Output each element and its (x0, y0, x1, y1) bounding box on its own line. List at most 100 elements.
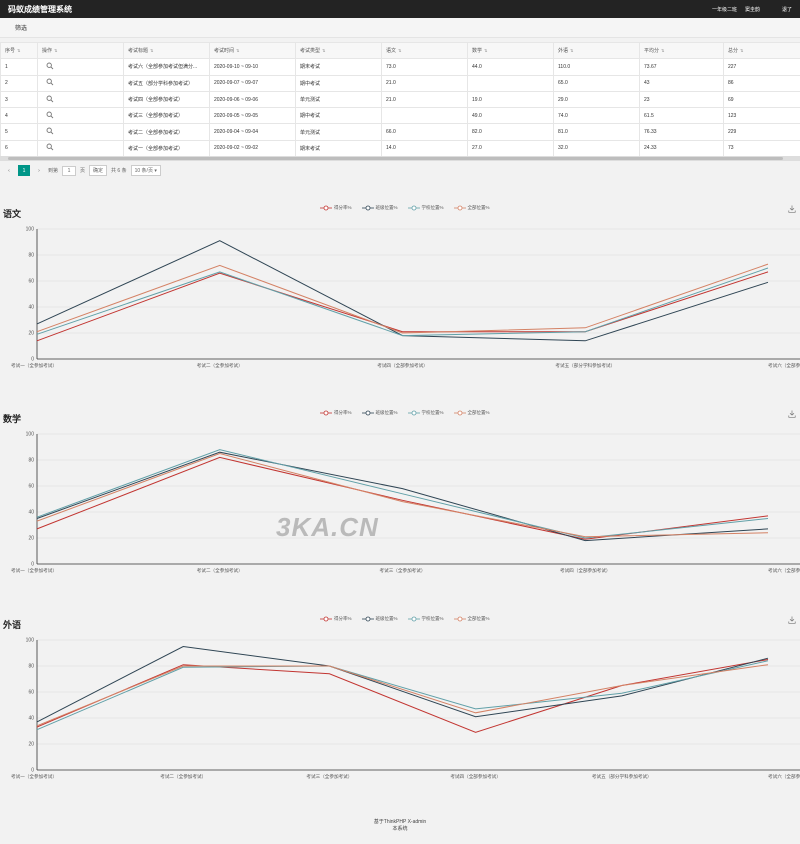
table-row[interactable]: 6 考试一（全部参加考试） 2020-09-02 ~ 09-02 期末考试 14.0 27… (0, 139, 800, 158)
sort-icon[interactable]: ⇅ (740, 48, 744, 54)
page-unit: 页 (80, 168, 86, 174)
view-details-icon[interactable] (46, 78, 54, 86)
column-header[interactable]: 语文 ⇅ (381, 41, 468, 60)
legend-label: 班级位置% (375, 410, 398, 415)
legend-item[interactable]: 班级位置% (361, 410, 398, 416)
legend-item[interactable]: 得分率% (320, 616, 352, 622)
table-cell: 27.0 (467, 139, 554, 158)
view-details-icon[interactable] (46, 127, 54, 135)
series-line[interactable] (36, 659, 769, 733)
chart-title: 语文 (3, 209, 22, 219)
table-row[interactable]: 4 考试三（全部参加考试） 2020-09-05 ~ 09-05 期中考试 49.0 74… (0, 107, 800, 125)
filter-toggle[interactable]: 筛选 (15, 26, 28, 32)
legend-item[interactable]: 班级位置% (361, 205, 398, 211)
column-header[interactable]: 外语 ⇅ (553, 41, 640, 60)
y-tick-label: 40 (28, 305, 34, 311)
column-header[interactable]: 考试时间 ⇅ (209, 41, 296, 60)
table-cell: 32.0 (553, 139, 640, 158)
horizontal-scrollbar[interactable] (0, 156, 800, 161)
chart-legend: 得分率% 班级位置% 学校位置% 全部位置% (320, 205, 490, 211)
table-cell: 4 (0, 107, 38, 125)
user-name[interactable]: 窦圭韵 (744, 6, 760, 13)
column-header[interactable]: 序号 ⇅ (0, 41, 38, 60)
scrollbar-thumb[interactable] (8, 157, 783, 160)
column-header-label: 序号 (5, 48, 16, 55)
series-line[interactable] (36, 456, 769, 540)
chart-title: 外语 (3, 620, 22, 630)
goto-page-input[interactable]: 1 (62, 165, 77, 176)
column-header[interactable]: 考试标题 ⇅ (123, 41, 210, 60)
current-page[interactable]: 1 (18, 165, 30, 176)
sort-icon[interactable]: ⇅ (54, 48, 58, 54)
legend-label: 学校位置% (421, 616, 444, 621)
sort-icon[interactable]: ⇅ (570, 48, 574, 54)
legend-item[interactable]: 班级位置% (361, 616, 398, 622)
legend-marker-icon (407, 410, 420, 416)
column-header[interactable]: 数学 ⇅ (467, 41, 554, 60)
column-header[interactable]: 操作 ⇅ (37, 41, 124, 60)
series-line[interactable] (36, 449, 769, 539)
table-cell (467, 74, 554, 92)
chart-section: 数学 得分率% 班级位置% 学校位置% 全部位置% 0 20 40 60 80 100 考试一（全参加… (0, 410, 800, 592)
sort-icon[interactable]: ⇅ (661, 48, 665, 54)
column-header-label: 操作 (42, 48, 53, 55)
sort-icon[interactable]: ⇅ (322, 48, 326, 54)
table-header-row: 序号 ⇅ 操作 ⇅ 考试标题 ⇅ 考试时间 ⇅ 考试类型 ⇅ 语文 ⇅ 数学 ⇅ 外语 ⇅ 平均分 ⇅ 总分 ⇅ (0, 41, 800, 60)
series-line[interactable] (36, 267, 769, 337)
legend-item[interactable]: 全部位置% (453, 616, 490, 622)
user-class[interactable]: 一年级二班 (711, 6, 737, 13)
legend-marker-icon (320, 410, 332, 416)
page-size-select[interactable]: 10 条/页 ▾ (130, 165, 161, 176)
legend-label: 班级位置% (375, 205, 398, 210)
view-details-icon[interactable] (46, 62, 54, 70)
sort-icon[interactable]: ⇅ (236, 48, 240, 54)
series-line[interactable] (36, 263, 769, 334)
user-menu: 一年级二班 窦圭韵 退了 (712, 6, 792, 13)
table-row[interactable]: 2 考试五（部分学科参加考试） 2020-09-07 ~ 09-07 期中考试 21.0… (0, 74, 800, 92)
y-tick-label: 60 (28, 484, 34, 490)
legend-item[interactable]: 学校位置% (407, 616, 444, 622)
legend-item[interactable]: 全部位置% (453, 410, 490, 416)
goto-ok-button[interactable]: 确定 (89, 165, 108, 176)
table-cell: 期中考试 (295, 74, 382, 92)
series-line[interactable] (36, 645, 769, 723)
legend-item[interactable]: 全部位置% (453, 205, 490, 211)
download-icon[interactable] (788, 205, 796, 215)
legend-item[interactable]: 得分率% (320, 205, 352, 211)
column-header-label: 考试类型 (300, 48, 321, 55)
sort-icon[interactable]: ⇅ (17, 48, 21, 54)
prev-page-icon[interactable]: ‹ (8, 167, 10, 174)
next-page-icon[interactable]: › (38, 167, 40, 174)
app-title: 码蚁成绩管理系统 (8, 4, 72, 14)
column-header[interactable]: 考试类型 ⇅ (295, 41, 382, 60)
series-line[interactable] (36, 240, 769, 342)
sort-icon[interactable]: ⇅ (150, 48, 154, 54)
column-header-label: 考试时间 (214, 48, 235, 55)
series-line[interactable] (36, 452, 769, 538)
table-row[interactable]: 5 考试二（全部参加考试） 2020-09-04 ~ 09-04 单元测试 66.0 82… (0, 123, 800, 141)
page-size-value: 10 条/页 (134, 168, 153, 174)
view-details-icon[interactable] (46, 95, 54, 103)
series-line[interactable] (36, 451, 769, 542)
series-line[interactable] (36, 271, 769, 342)
legend-item[interactable]: 得分率% (320, 410, 352, 416)
view-details-icon[interactable] (46, 111, 54, 119)
download-icon[interactable] (788, 616, 796, 626)
table-row[interactable]: 3 考试四（全部参加考试） 2020-09-06 ~ 09-06 单元测试 21.0 19… (0, 90, 800, 109)
view-details-icon[interactable] (46, 143, 54, 151)
sort-icon[interactable]: ⇅ (398, 48, 402, 54)
legend-item[interactable]: 学校位置% (407, 205, 444, 211)
legend-label: 得分率% (334, 616, 352, 621)
legend-item[interactable]: 学校位置% (407, 410, 444, 416)
column-header[interactable]: 平均分 ⇅ (639, 41, 724, 60)
table-cell: 2020-09-05 ~ 09-05 (209, 107, 296, 125)
series-line[interactable] (36, 660, 769, 731)
download-icon[interactable] (788, 410, 796, 420)
logout-link[interactable]: 退了 (781, 6, 792, 13)
table-row[interactable]: 1 考试六（全部参加考试但满分... 2020-09-10 ~ 09-10 期末考试 7… (0, 58, 800, 76)
column-header[interactable]: 总分 ⇅ (723, 41, 800, 60)
line-chart: 0 20 40 60 80 100 考试一（全参加考试） 考试二（全参加考试） 考试四（全部参加… (11, 227, 800, 369)
series-line[interactable] (36, 664, 769, 727)
sort-icon[interactable]: ⇅ (484, 48, 488, 54)
line-chart: 0 20 40 60 80 100 考试一（全参加考试） 考试二（全参加考试） 考试三（全参加考… (11, 432, 800, 574)
